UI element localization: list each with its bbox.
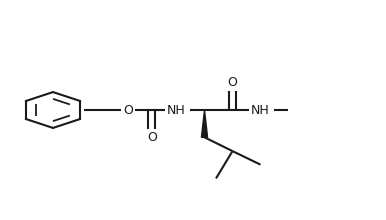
Text: NH: NH	[167, 103, 186, 117]
Text: O: O	[147, 131, 157, 144]
Text: O: O	[123, 103, 133, 117]
Text: NH: NH	[251, 103, 270, 117]
Polygon shape	[201, 110, 208, 137]
Text: O: O	[228, 76, 237, 89]
